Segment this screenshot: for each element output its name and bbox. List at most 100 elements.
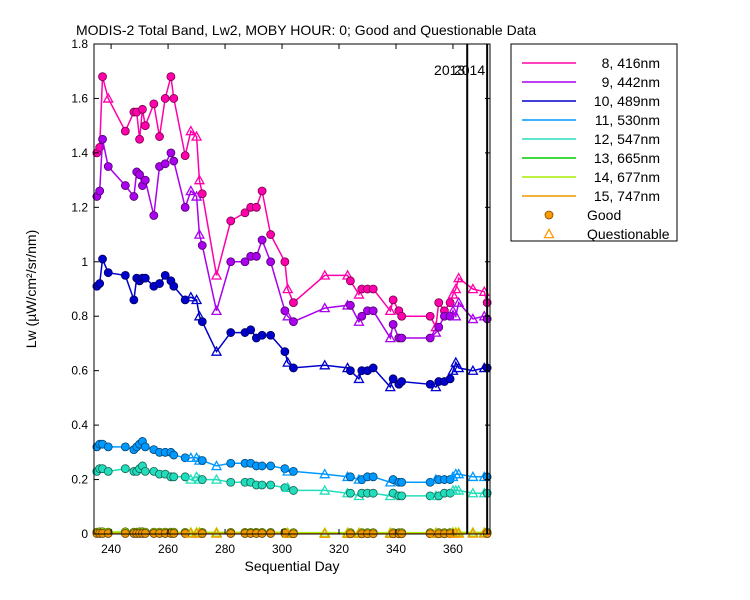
questionable-point: [319, 269, 331, 280]
good-point: [266, 330, 276, 340]
good-point: [226, 458, 236, 468]
good-point: [197, 241, 207, 250]
y-tick-label: 1.2: [71, 200, 88, 214]
legend-entry: Good: [544, 207, 621, 223]
questionable-point: [430, 381, 442, 392]
good-point: [257, 529, 267, 538]
questionable-point: [467, 527, 479, 538]
good-point: [103, 529, 113, 538]
questionable-point: [319, 468, 331, 479]
x-tick-label: 320: [329, 542, 349, 556]
good-point: [98, 254, 107, 264]
legend-entry: Questionable: [543, 226, 670, 242]
good-point: [180, 202, 190, 212]
y-tick-label: 0: [81, 527, 88, 541]
good-point: [120, 126, 130, 136]
good-point: [140, 466, 150, 476]
questionable-point: [282, 356, 294, 367]
series-9: [92, 134, 492, 343]
good-point: [251, 202, 261, 212]
legend-entry: 10, 489nm: [522, 93, 660, 109]
good-point: [257, 235, 267, 245]
good-point: [368, 472, 378, 482]
questionable-point: [453, 527, 465, 538]
series-12: [92, 461, 492, 501]
good-point: [246, 325, 256, 335]
questionable-point: [453, 362, 465, 373]
y-tick-label: 1.8: [71, 37, 88, 51]
series-15: [92, 527, 492, 539]
questionable-point: [384, 332, 396, 343]
legend-label: 8, 416nm: [602, 55, 660, 71]
x-tick-label: 280: [215, 542, 235, 556]
legend-entry: 12, 547nm: [522, 131, 660, 147]
good-point: [425, 333, 435, 343]
series-8: [92, 72, 492, 332]
legend-label: 9, 442nm: [602, 74, 660, 90]
questionable-point: [430, 326, 442, 337]
y-axis-label: Lw (µW/cm²/sr/nm): [23, 230, 39, 349]
good-point: [226, 257, 236, 267]
legend-label: 10, 489nm: [594, 93, 660, 109]
good-point: [180, 295, 190, 305]
good-point: [240, 208, 250, 218]
questionable-point: [453, 272, 465, 283]
good-point: [266, 529, 276, 538]
good-point: [397, 377, 407, 386]
legend-label: 11, 530nm: [595, 112, 660, 128]
good-point: [140, 273, 150, 283]
good-point: [180, 151, 190, 161]
questionable-point: [102, 92, 114, 103]
good-point: [197, 475, 207, 484]
good-point: [140, 442, 150, 452]
y-tick-label: 1: [81, 255, 88, 269]
good-point: [346, 488, 355, 498]
good-point: [226, 477, 236, 487]
good-point: [368, 363, 378, 373]
good-point: [388, 319, 398, 329]
good-point: [425, 477, 435, 487]
questionable-point: [282, 283, 294, 294]
questionable-point: [353, 372, 365, 384]
questionable-point: [185, 291, 197, 302]
good-point: [388, 295, 398, 305]
legend-entry: 11, 530nm: [522, 112, 660, 128]
questionable-point: [467, 487, 479, 498]
good-point: [346, 276, 355, 286]
good-point: [434, 322, 444, 332]
questionable-point: [319, 302, 331, 313]
questionable-point: [319, 484, 331, 495]
series-11: [92, 437, 492, 487]
good-point: [95, 186, 105, 196]
legend-label: 14, 677nm: [594, 169, 660, 185]
good-point: [169, 450, 179, 460]
x-tick-label: 360: [443, 542, 463, 556]
good-point: [289, 317, 298, 327]
good-point: [266, 257, 276, 267]
legend-label: Good: [587, 207, 621, 223]
good-point: [346, 300, 355, 310]
questionable-point: [185, 451, 197, 463]
good-point: [357, 311, 367, 321]
good-point: [103, 466, 113, 476]
good-point: [129, 192, 139, 201]
legend-label: 12, 547nm: [594, 131, 660, 147]
plot-frame: [93, 43, 491, 535]
series-layer: [92, 72, 492, 539]
good-point: [266, 230, 276, 239]
year-label: 2013: [434, 62, 465, 78]
y-tick-label: 0.2: [71, 473, 88, 487]
good-point: [280, 347, 290, 357]
good-point: [140, 529, 150, 538]
good-point: [197, 529, 207, 538]
good-point: [434, 298, 444, 308]
good-point: [368, 306, 378, 316]
good-point: [160, 94, 170, 103]
series-10: [92, 254, 492, 392]
questionable-point: [353, 288, 365, 299]
y-tick-label: 1.4: [71, 146, 88, 160]
good-point: [346, 472, 355, 482]
questionable-point: [384, 304, 396, 316]
